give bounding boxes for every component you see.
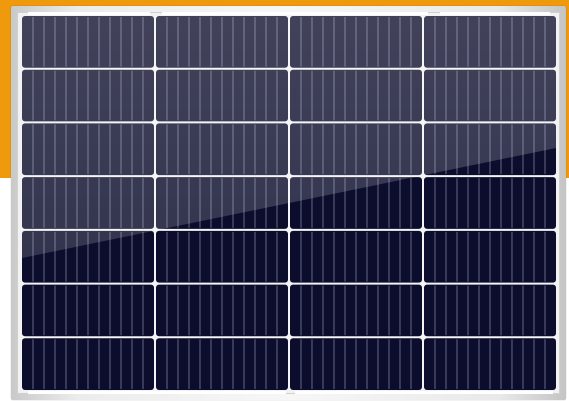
glass-reflection bbox=[22, 16, 556, 258]
top-rail bbox=[162, 12, 428, 15]
top-rail bbox=[440, 12, 550, 15]
top-rail bbox=[28, 12, 150, 15]
bottom-rail bbox=[295, 391, 553, 394]
glass-glare bbox=[22, 16, 556, 258]
bottom-rail bbox=[28, 391, 286, 394]
